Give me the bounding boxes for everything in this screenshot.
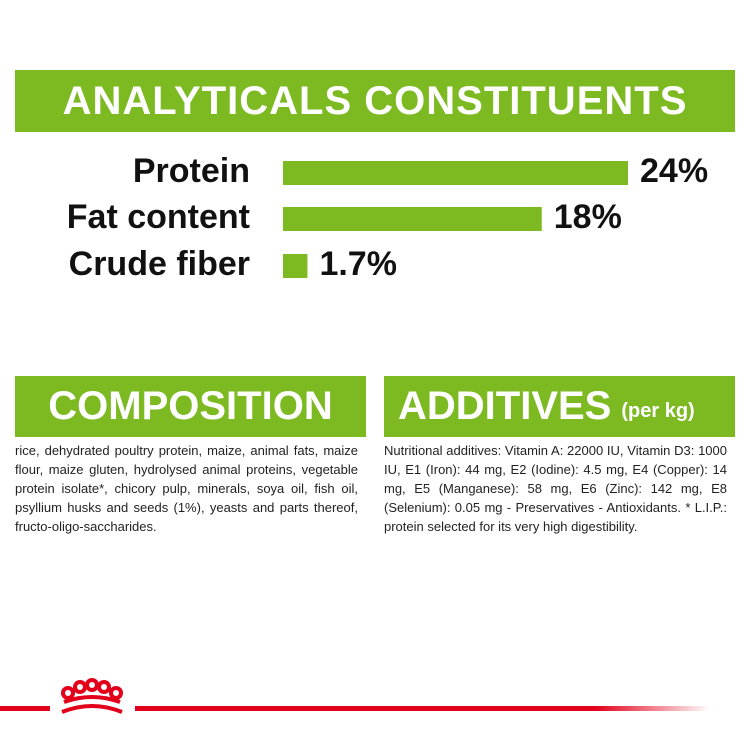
composition-title: COMPOSITION bbox=[15, 376, 366, 437]
composition-text: rice, dehydrated poultry protein, maize,… bbox=[15, 443, 358, 534]
additives-header: ADDITIVES (per kg) bbox=[384, 376, 735, 437]
footer-line bbox=[135, 706, 710, 711]
value-label: 24% bbox=[640, 152, 708, 190]
chart: Protein 24% Fat content 18% Crude fiber 1.7% bbox=[67, 152, 708, 283]
additives-subtitle: (per kg) bbox=[621, 400, 695, 422]
additives-text: Nutritional additives: Vitamin A: 22000 … bbox=[384, 443, 727, 534]
footer-line bbox=[0, 706, 50, 711]
category-label: Crude fiber bbox=[69, 245, 250, 283]
bar bbox=[283, 161, 628, 185]
value-label: 1.7% bbox=[319, 245, 397, 283]
additives-title: ADDITIVES bbox=[398, 384, 612, 428]
value-label: 18% bbox=[554, 198, 622, 236]
chart-title: ANALYTICALS CONSTITUENTS bbox=[15, 70, 735, 132]
crown-logo bbox=[61, 678, 123, 714]
category-label: Fat content bbox=[67, 198, 250, 236]
category-label: Protein bbox=[133, 152, 250, 190]
bar bbox=[283, 254, 308, 278]
bar bbox=[283, 207, 542, 231]
